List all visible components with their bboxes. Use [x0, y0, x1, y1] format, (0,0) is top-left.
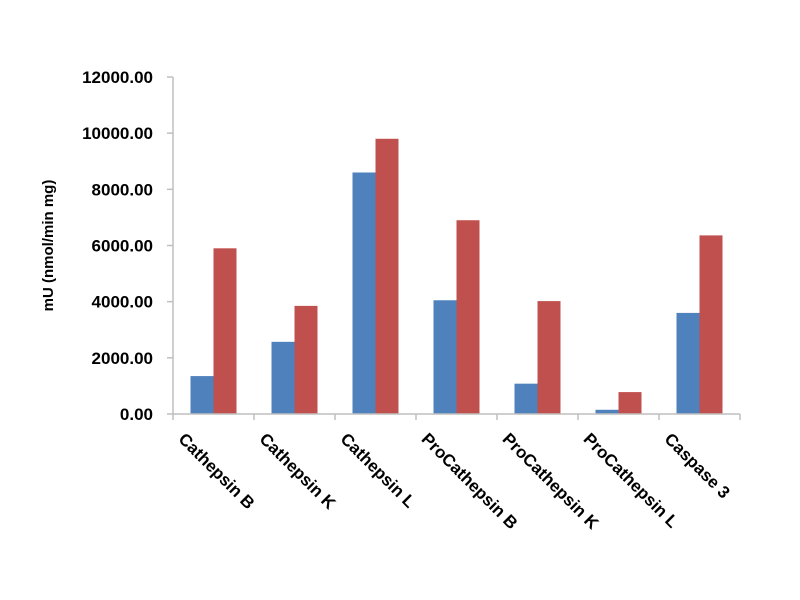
- bar-series-2: [213, 248, 237, 414]
- bar-series-1: [676, 312, 700, 414]
- y-axis-title: mU (nmol/min mg): [40, 180, 57, 312]
- y-tick-label: 0.00: [120, 405, 153, 424]
- bar-series-2: [537, 301, 561, 414]
- bars-layer: [190, 138, 723, 415]
- bar-series-1: [514, 383, 538, 414]
- x-tick-label: Cathepsin K: [256, 429, 340, 513]
- bar-series-1: [433, 300, 457, 414]
- y-tick-label: 12000.00: [82, 68, 153, 87]
- bar-series-2: [375, 138, 399, 415]
- bar-series-1: [352, 172, 376, 414]
- x-tick-label: Caspase 3: [661, 429, 734, 502]
- y-tick-label: 4000.00: [92, 293, 153, 312]
- y-tick-label: 2000.00: [92, 349, 153, 368]
- x-tick-label: Cathepsin L: [337, 429, 419, 511]
- y-tick-label: 8000.00: [92, 180, 153, 199]
- bar-series-1: [190, 376, 214, 414]
- bar-series-1: [271, 341, 295, 414]
- x-tick-label: Cathepsin B: [175, 429, 259, 513]
- y-tick-label: 6000.00: [92, 237, 153, 256]
- bar-series-2: [456, 220, 480, 414]
- y-tick-label: 10000.00: [82, 124, 153, 143]
- bar-series-1: [595, 409, 619, 414]
- y-axis-ticks: 0.00 2000.00 4000.00 6000.00 8000.00 10000.00…: [82, 68, 173, 424]
- bar-series-2: [699, 235, 723, 414]
- bar-series-2: [618, 392, 642, 414]
- bar-series-2: [294, 305, 318, 414]
